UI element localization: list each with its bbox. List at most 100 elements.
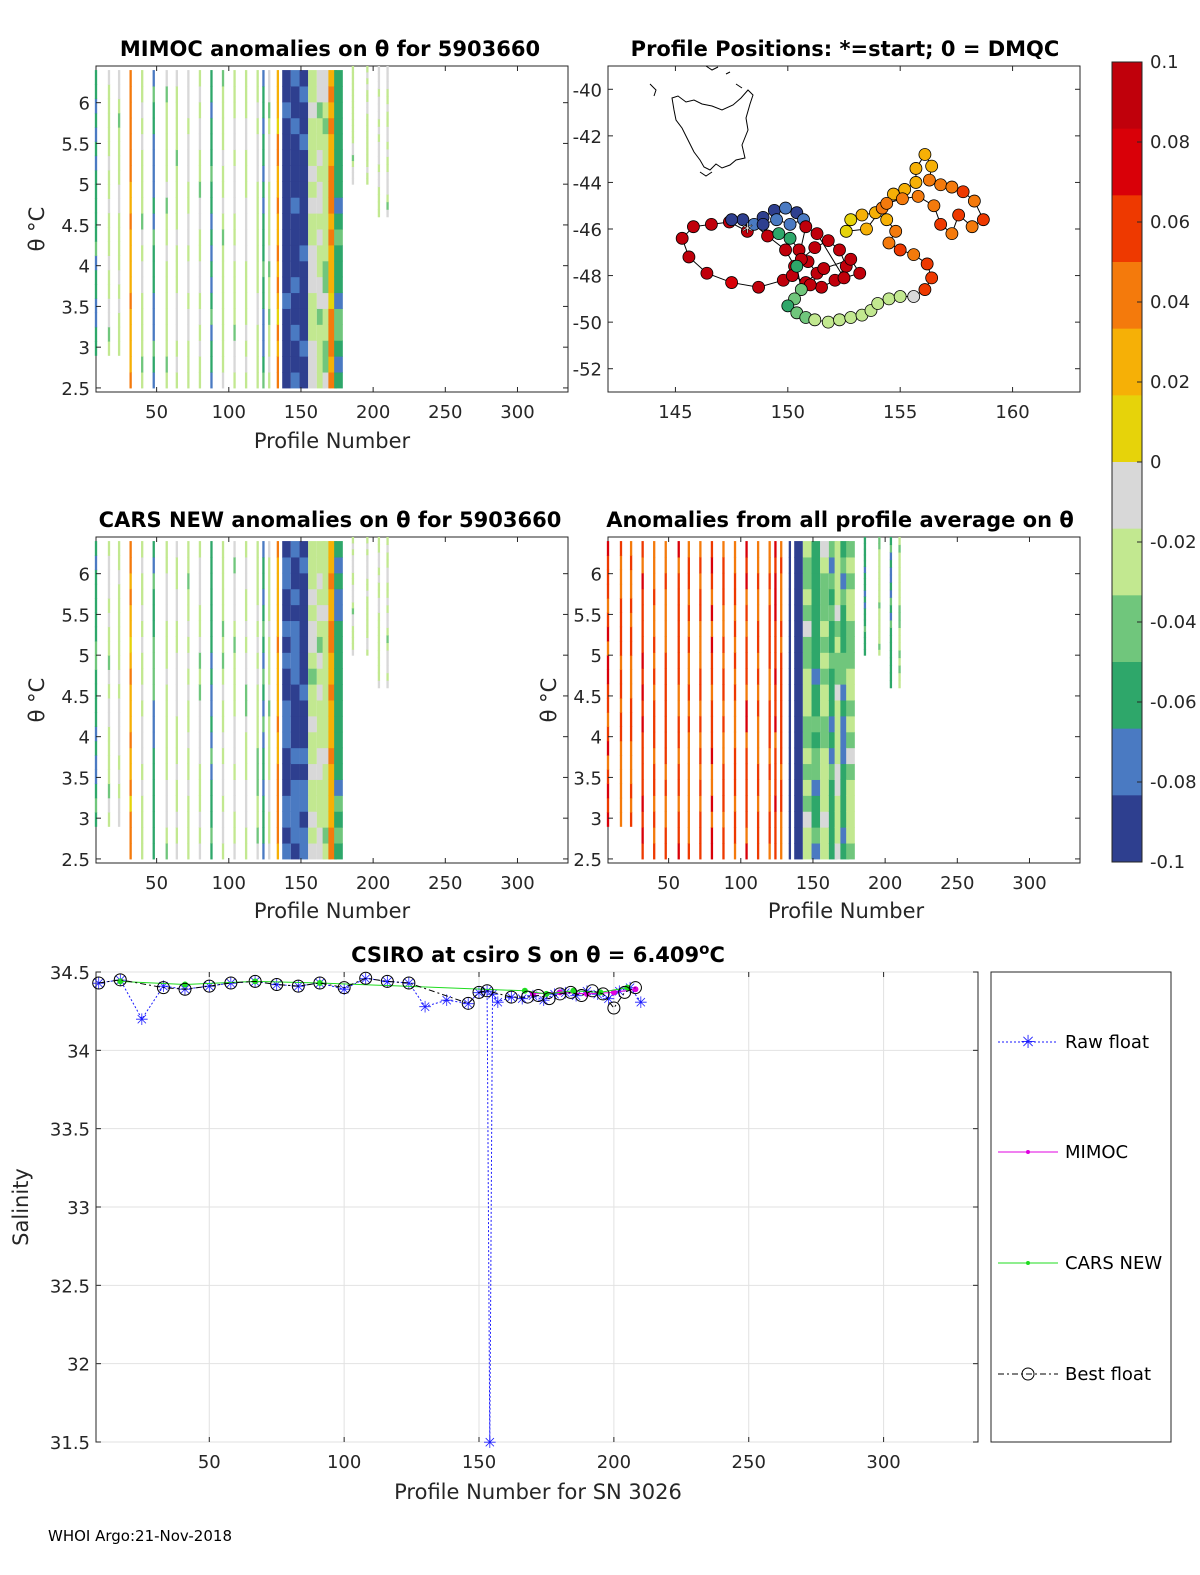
anomaly-cell <box>811 652 821 669</box>
anomaly-cell <box>328 308 338 325</box>
y-tick-label: 2.5 <box>573 850 602 871</box>
anomaly-cell <box>262 668 265 685</box>
anomaly-cell <box>94 555 98 571</box>
anomaly-cell <box>351 607 355 615</box>
anomaly-cell <box>175 731 178 749</box>
anomaly-cell <box>351 77 355 85</box>
anomaly-cell <box>152 731 155 749</box>
anomaly-cell <box>722 684 725 701</box>
anomaly-cell <box>366 537 369 544</box>
profile-point <box>925 159 939 173</box>
anomaly-cell <box>710 556 714 574</box>
anomaly-cell <box>268 260 271 278</box>
anomaly-cell <box>733 588 737 606</box>
anomaly-cell <box>282 715 291 733</box>
anomaly-cell <box>334 356 343 373</box>
anomaly-cell <box>366 119 369 126</box>
anomaly-cell <box>328 556 338 574</box>
anomaly-cell <box>316 795 326 812</box>
anomaly-cell <box>233 541 236 558</box>
anomaly-cell <box>308 356 317 373</box>
anomaly-cell <box>165 260 168 278</box>
anomaly-cell <box>619 669 623 685</box>
anomaly-cell <box>141 197 144 214</box>
profile-point <box>808 313 822 327</box>
anomaly-cell <box>386 133 389 142</box>
panel-cars: CARS NEW anomalies on θ for 5903660 50 10… <box>25 508 569 923</box>
profile-point <box>704 217 718 231</box>
anomaly-cell <box>745 556 748 574</box>
anomaly-cell <box>802 572 812 590</box>
anomaly-cell <box>733 668 737 685</box>
profile-point <box>909 176 923 189</box>
anomaly-cell <box>290 229 300 246</box>
anomaly-cell <box>351 649 355 656</box>
anomaly-cell <box>152 70 155 87</box>
legend-mimoc-label: MIMOC <box>1065 1142 1128 1163</box>
anomaly-cell <box>268 811 271 828</box>
anomaly-cell <box>282 229 291 246</box>
anomaly-cell <box>282 244 291 262</box>
anomaly-cell <box>187 731 190 749</box>
profile-point <box>682 250 696 264</box>
anomaly-cell <box>328 276 338 294</box>
anomaly-cell <box>328 731 338 749</box>
anomaly-cell <box>262 356 265 373</box>
anomaly-cell <box>677 636 680 653</box>
anomaly-cell <box>878 572 881 579</box>
anomaly-cell <box>606 726 610 742</box>
anomaly-cell <box>889 544 893 553</box>
anomaly-cell <box>107 255 111 271</box>
anomaly-cell <box>316 244 326 262</box>
anomaly-cell <box>828 604 838 622</box>
anomaly-cell <box>175 668 178 685</box>
anomaly-cell <box>129 747 132 765</box>
anomaly-cell <box>664 668 667 685</box>
anomaly-cell <box>653 763 656 780</box>
anomaly-cell <box>276 292 280 309</box>
anomaly-cell <box>198 731 202 749</box>
anomaly-cell <box>141 260 144 278</box>
anomaly-cell <box>828 668 838 685</box>
profile-point <box>934 217 948 231</box>
anomaly-cell <box>107 640 111 656</box>
anomaly-cell <box>187 117 190 135</box>
anomaly-cell <box>898 642 901 651</box>
anomaly-cell <box>117 312 121 328</box>
anomaly-cell <box>198 213 202 230</box>
anomaly-cell <box>152 181 155 198</box>
anomaly-cell <box>94 598 98 613</box>
anomaly-cell <box>141 843 144 860</box>
anomaly-cell <box>710 843 714 860</box>
anomaly-cell <box>664 843 667 860</box>
anomaly-cell <box>117 612 121 628</box>
profile-point <box>783 217 797 231</box>
anomaly-cell <box>268 779 271 796</box>
anomaly-cell <box>256 556 259 574</box>
anomaly-cell <box>898 612 901 621</box>
anomaly-cell <box>322 197 332 214</box>
anomaly-cell <box>811 572 821 590</box>
raw-float-point: ✳ <box>483 1433 496 1452</box>
anomaly-cell <box>351 89 355 97</box>
anomaly-cell <box>846 843 855 860</box>
anomaly-cell <box>846 811 855 828</box>
raw-float-point: ✳ <box>634 993 647 1012</box>
anomaly-cell <box>198 133 202 151</box>
anomaly-cell <box>863 625 867 633</box>
anomaly-cell <box>351 107 355 114</box>
anomaly-cell <box>117 712 121 727</box>
anomaly-cell <box>187 811 190 828</box>
anomaly-cell <box>334 276 343 294</box>
mimoc-cells <box>94 66 389 389</box>
anomaly-cell <box>244 636 248 653</box>
anomaly-cell <box>129 372 132 389</box>
anomaly-cell <box>233 340 236 357</box>
anomaly-cell <box>334 213 343 230</box>
anomaly-cell <box>290 213 300 230</box>
anomaly-cell <box>828 715 838 733</box>
x-tick-label: 300 <box>1012 873 1046 894</box>
anomaly-cell <box>840 715 850 733</box>
anomaly-cell <box>733 604 737 622</box>
anomaly-cell <box>141 684 144 701</box>
